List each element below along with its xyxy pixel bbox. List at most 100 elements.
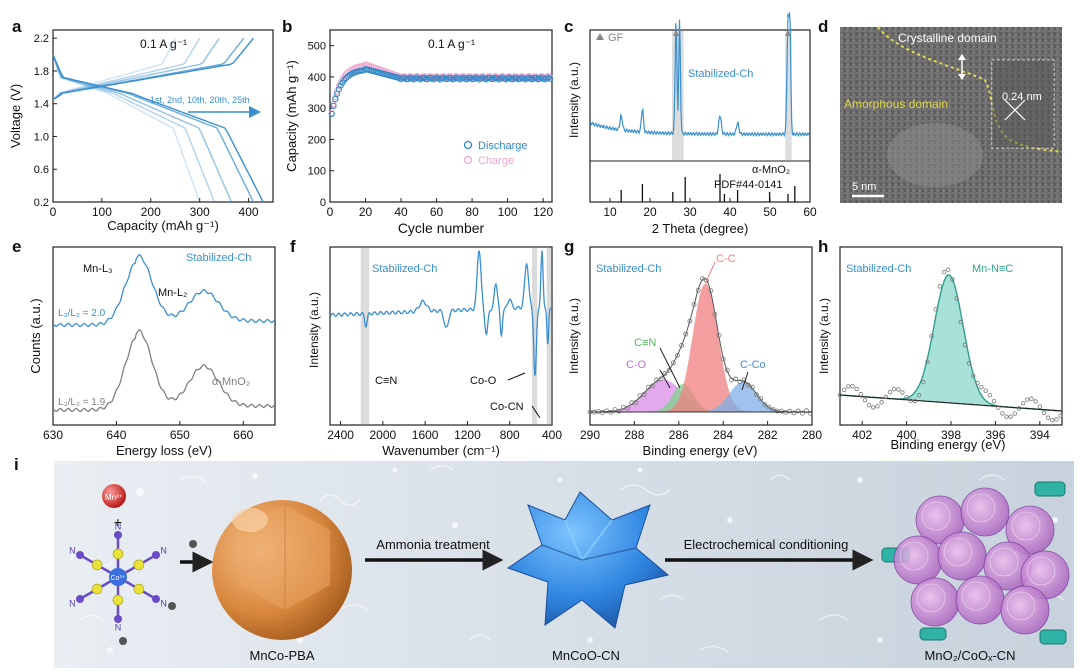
panel-h-raw-point-108 [987, 392, 993, 398]
panel-g-raw-point-96 [720, 356, 726, 362]
panel-h-raw-point-66 [929, 333, 934, 339]
panel-g-co-label: C-O [626, 359, 647, 371]
panel-a-ytick-label-1.4: 1.4 [34, 99, 49, 111]
cluster-sphere-mesh-2 [1011, 511, 1041, 541]
panel-h-raw-point-57 [916, 393, 922, 398]
panel-letter-e: e [12, 237, 21, 256]
cluster-cn-shell-3 [919, 627, 947, 641]
panel-h-raw-point-87 [958, 319, 963, 325]
panel-f-xtick-label-800: 800 [500, 428, 520, 442]
mn-ion-label: Mn²⁺ [105, 493, 123, 502]
panel-c-xrd-curve [589, 12, 811, 138]
panel-b-frame [329, 29, 553, 203]
panel-a-annotation: 0.1 A g⁻¹ [140, 37, 187, 51]
panel-g-xtick-label-288: 288 [624, 428, 644, 442]
panel-d-spacing: 0.24 nm [1002, 91, 1042, 103]
panel-h-component-fill [840, 274, 1062, 411]
complex-ligand-label-1: N [160, 546, 167, 556]
cluster-sphere-mesh-4 [943, 537, 973, 567]
panel-h-peak-label: Mn-N≡C [972, 263, 1013, 275]
panel-b-point-discharge-3 [332, 96, 339, 103]
panel-b-xtick-label-80: 80 [465, 205, 479, 219]
panel-h-raw-point-63 [925, 359, 930, 364]
panel-letter-f: f [290, 237, 296, 256]
panel-c-xtick-label-40: 40 [723, 205, 737, 219]
panel-b-legend-charge-marker [463, 155, 473, 165]
potassium-ions [119, 540, 197, 645]
panel-e-xtick-label-650: 650 [170, 428, 190, 442]
panel-h-raw-point-93 [966, 361, 972, 366]
panel-g-raw-point-75 [691, 302, 697, 307]
panel-g-raw-point-81 [699, 276, 705, 281]
panel-g-raw-point-87 [708, 288, 714, 294]
panel-g-raw-point-51 [658, 376, 664, 382]
complex-center-label: Co³⁺ [111, 575, 126, 582]
panel-a-discharge-10th [52, 54, 233, 203]
complex-ligand-label-0: N [115, 522, 122, 532]
panel-h-raw-point-72 [937, 284, 943, 289]
panel-b-ytick-label-100: 100 [308, 166, 326, 178]
panel-c-frame [589, 29, 811, 203]
panel-g-xtick-label-290: 290 [580, 428, 600, 442]
panel-f-xtick-label-1600: 1600 [412, 428, 439, 442]
panel-h-raw-point-33 [883, 394, 888, 400]
panel-f-xtick-label-2000: 2000 [370, 428, 397, 442]
panel-c-sample: Stabilized-Ch [688, 68, 753, 80]
panel-f-xlabel: Wavenumber (cm⁻¹) [382, 443, 500, 458]
panel-f-band-1 [531, 248, 538, 424]
panel-b-xtick-label-0: 0 [327, 205, 334, 219]
panel-g-raw-point-39 [641, 391, 647, 397]
panel-letter-b: b [282, 17, 292, 36]
panel-g-raw-point-150 [795, 408, 801, 414]
panel-f-cn-label: C≡N [375, 375, 397, 387]
panel-e-sample: Stabilized-Ch [186, 252, 251, 264]
panel-e-xtick-label-630: 630 [43, 428, 63, 442]
step-ammonia-label: Ammonia treatment [376, 537, 490, 552]
panel-h-raw-point-81 [950, 277, 955, 282]
panel-h-sample: Stabilized-Ch [846, 263, 911, 275]
panel-b-ytick-label-200: 200 [308, 134, 326, 146]
panel-f-xtick-label-400: 400 [542, 428, 562, 442]
complex-carbon-3 [112, 594, 124, 606]
panel-b-ylabel: Capacity (mAh g⁻¹) [284, 60, 299, 172]
panel-b-point-discharge-124 [547, 75, 554, 82]
panel-g-raw-point-90 [712, 311, 718, 317]
panel-b-xtick-label-40: 40 [394, 205, 408, 219]
cluster-mno2-sphere-9 [1000, 585, 1050, 635]
panel-e-peak-l2: Mn-L₂ [158, 287, 187, 299]
panel-g-xlabel: Binding energy (eV) [643, 443, 758, 458]
panel-g-raw-point-12 [604, 408, 610, 414]
panel-h-raw-point-105 [983, 388, 988, 393]
panel-g-raw-point-84 [704, 278, 709, 284]
panel-b-ytick-label-300: 300 [308, 103, 326, 115]
panel-g-raw-point-36 [637, 393, 643, 398]
panel-e-frame [52, 246, 276, 426]
panel-g-cn-pointer [659, 347, 681, 389]
panel-h-raw-point-96 [971, 373, 976, 379]
panel-h-raw-point-0 [837, 392, 843, 398]
panel-g-raw-point-72 [687, 318, 693, 324]
panel-a-charge-25th [52, 37, 254, 101]
panel-g-raw-point-63 [675, 352, 680, 358]
cluster-sphere-mesh-3 [899, 541, 929, 571]
hexacyanocobaltate-complex: N N N N N N Co³⁺ [69, 522, 167, 633]
panel-h-raw-point-138 [1029, 396, 1034, 402]
panel-h-raw-point-90 [962, 342, 968, 348]
panel-e-peak-l3: Mn-L₃ [83, 263, 113, 275]
panel-g-raw-point-156 [804, 408, 809, 414]
panel-b-xtick-label-100: 100 [498, 205, 518, 219]
complex-cobalt-center [109, 568, 127, 586]
panel-g-raw-point-66 [679, 343, 684, 348]
panel-c-xtick-label-50: 50 [763, 205, 777, 219]
panel-h-raw-point-78 [946, 267, 951, 272]
panel-c-legend: GF [608, 32, 624, 44]
complex-nitrogen-1 [152, 551, 160, 559]
panel-f-coo-label: Co-O [470, 375, 497, 387]
panel-g-raw-point-21 [616, 408, 622, 414]
panel-g-xtick-label-282: 282 [758, 428, 778, 442]
panel-h-raw-point-75 [941, 269, 947, 275]
panel-b-annotation: 0.1 A g⁻¹ [428, 37, 475, 51]
panel-g-raw-point-120 [754, 392, 759, 398]
product-pba-label: MnCo-PBA [249, 648, 314, 663]
panel-d-scale: 5 nm [852, 181, 876, 193]
